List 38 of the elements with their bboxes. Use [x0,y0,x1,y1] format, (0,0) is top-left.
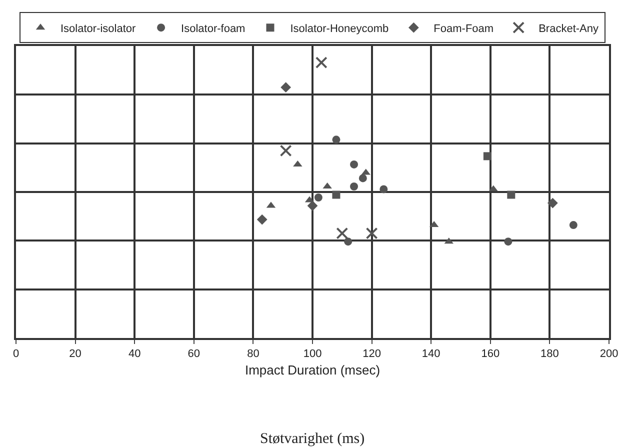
x-axis-title: Impact Duration (msec) [244,362,380,378]
point [332,136,340,144]
x-tick-label: 20 [69,348,82,360]
point [504,238,512,246]
x-tick-label: 60 [188,348,200,360]
legend-label: Isolator-isolator [60,22,136,35]
x-tick-label: 40 [128,348,141,360]
point [280,82,292,93]
legend-label: Isolator-Honeycomb [290,22,389,35]
point [380,185,388,194]
point [280,144,292,157]
text: Støtvarighet (ms) [260,431,365,447]
point [483,152,492,160]
point [315,56,328,69]
x-tick-label: 200 [600,348,618,360]
point [307,200,318,211]
point [336,227,348,240]
point [256,214,268,225]
point [314,194,322,202]
x-tick-label: 80 [247,348,260,360]
x-tick-label: 180 [540,348,559,360]
legend-label: Foam-Foam [434,22,494,35]
x-tick-label: 100 [303,348,322,360]
point [350,160,358,168]
point [332,190,340,199]
point [569,221,578,230]
point [366,227,378,240]
x-tick-label: 0 [12,348,20,360]
x-tick-label: 140 [422,348,440,360]
x-tick-label: 160 [481,348,500,360]
point [344,238,352,246]
legend-label: Isolator-foam [181,22,246,35]
point [507,190,516,199]
point [350,182,358,190]
legend-label: Bracket-Any [538,22,599,35]
x-tick-label: 120 [362,348,381,360]
point [547,198,558,208]
point [358,174,367,182]
